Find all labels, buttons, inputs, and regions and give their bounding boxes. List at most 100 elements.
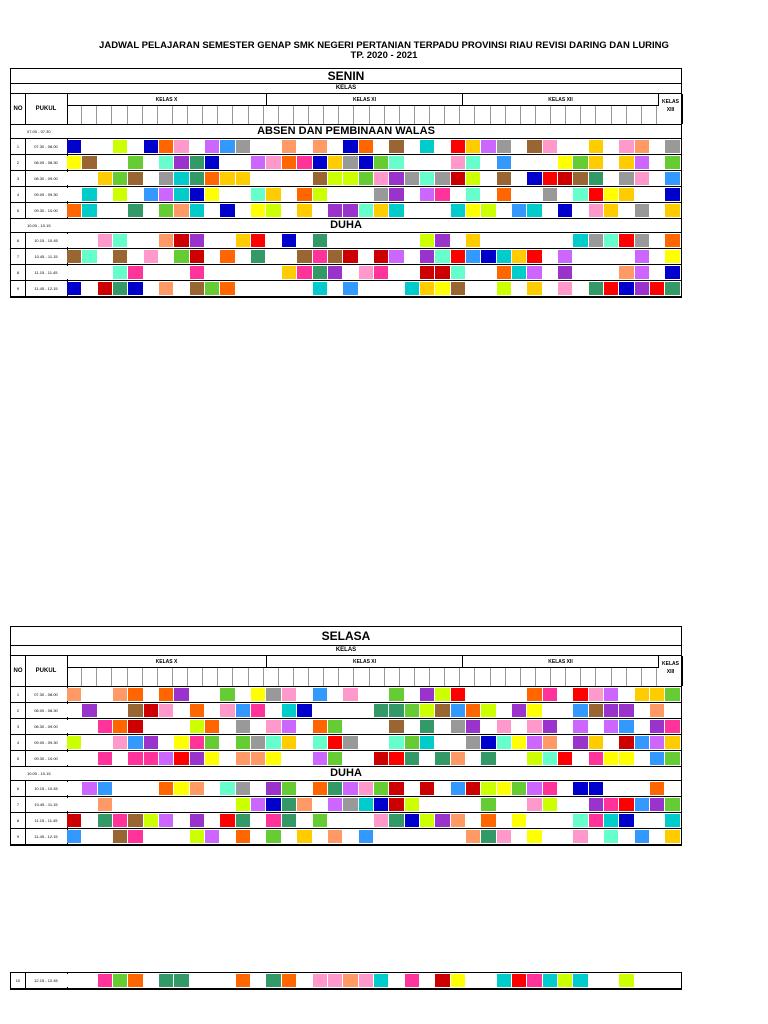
schedule-cell	[373, 688, 389, 701]
schedule-cell	[312, 814, 327, 827]
schedule-cell	[251, 752, 266, 765]
schedule-cell	[97, 188, 113, 201]
schedule-cell	[481, 140, 496, 153]
schedule-cell	[128, 282, 143, 295]
schedule-cell	[159, 752, 174, 765]
schedule-cell	[143, 266, 159, 279]
class-column	[536, 668, 551, 686]
schedule-cell	[266, 974, 281, 987]
schedule-cell	[619, 172, 634, 185]
schedule-cell	[604, 156, 619, 169]
schedule-cell	[220, 798, 235, 811]
schedule-cell	[619, 736, 634, 749]
schedule-cell	[573, 720, 588, 733]
class-column	[173, 668, 188, 686]
schedule-cell	[128, 156, 143, 169]
schedule-cell	[205, 688, 220, 701]
schedule-cell	[235, 704, 251, 717]
schedule-cell	[373, 172, 389, 185]
row-time: 12.15 - 12.45	[25, 973, 68, 988]
schedule-cell	[343, 782, 358, 795]
class-column	[460, 106, 476, 124]
class-column	[309, 106, 325, 124]
schedule-cell	[82, 830, 97, 843]
schedule-cell	[558, 688, 573, 701]
pukul-header: PUKUL	[25, 94, 68, 124]
row-time: 09.00 - 09.30	[25, 187, 68, 202]
schedule-cell	[266, 814, 281, 827]
schedule-cell	[251, 814, 266, 827]
schedule-cell	[650, 798, 665, 811]
schedule-cell	[312, 204, 327, 217]
schedule-cell	[205, 720, 220, 733]
schedule-cell	[220, 188, 235, 201]
schedule-cell	[358, 782, 373, 795]
row-cells	[67, 703, 681, 718]
class-column	[415, 668, 430, 686]
schedule-cell	[604, 140, 619, 153]
schedule-cell	[327, 974, 343, 987]
schedule-cell	[281, 688, 297, 701]
schedule-cell	[619, 974, 634, 987]
row-number: 2	[11, 155, 26, 170]
row-cells	[67, 735, 681, 750]
schedule-cell	[189, 798, 205, 811]
schedule-cell	[312, 974, 327, 987]
schedule-cell	[189, 974, 205, 987]
schedule-cell	[159, 250, 174, 263]
band-duha: 10.00 - 10.15 DUHA	[11, 219, 681, 233]
schedule-cell	[588, 814, 604, 827]
schedule-cell	[113, 688, 128, 701]
schedule-cell	[281, 736, 297, 749]
class-column	[218, 106, 234, 124]
schedule-cell	[542, 156, 557, 169]
schedule-cell	[143, 250, 159, 263]
schedule-cell	[389, 814, 404, 827]
row-cells	[67, 797, 681, 812]
schedule-cell	[189, 188, 205, 201]
schedule-cell	[82, 798, 97, 811]
schedule-cell	[159, 172, 174, 185]
schedule-cell	[650, 172, 665, 185]
class-column	[506, 106, 521, 124]
schedule-cell	[373, 814, 389, 827]
schedule-cell	[511, 156, 527, 169]
class-column	[612, 668, 627, 686]
schedule-cell	[511, 234, 527, 247]
schedule-cell	[297, 688, 312, 701]
schedule-cell	[527, 974, 542, 987]
schedule-cell	[634, 720, 650, 733]
schedule-cell	[481, 704, 496, 717]
schedule-cell	[205, 234, 220, 247]
schedule-cell	[665, 188, 680, 201]
schedule-cell	[82, 188, 97, 201]
schedule-cell	[542, 140, 557, 153]
schedule-cell	[665, 798, 680, 811]
schedule-cell	[465, 798, 481, 811]
schedule-cell	[419, 140, 435, 153]
schedule-cell	[97, 814, 113, 827]
row-number: 5	[11, 203, 26, 218]
schedule-cell	[435, 282, 450, 295]
schedule-cell	[404, 752, 419, 765]
schedule-cell	[450, 234, 465, 247]
schedule-cell	[665, 736, 680, 749]
schedule-cell	[97, 250, 113, 263]
schedule-cell	[82, 688, 97, 701]
schedule-cell	[235, 688, 251, 701]
schedule-cell	[220, 814, 235, 827]
schedule-cell	[174, 782, 189, 795]
schedule-cell	[665, 752, 680, 765]
schedule-cell	[312, 782, 327, 795]
class-column	[324, 106, 340, 124]
schedule-cell	[481, 720, 496, 733]
schedule-cell	[251, 974, 266, 987]
schedule-cell	[558, 814, 573, 827]
class-column	[491, 668, 506, 686]
schedule-cell	[588, 156, 604, 169]
schedule-cell	[527, 688, 542, 701]
class-column	[339, 668, 355, 686]
schedule-cell	[297, 752, 312, 765]
table-row: 1 07.30 - 08.00	[11, 687, 681, 703]
row-time: 07.30 - 08.00	[25, 139, 68, 154]
